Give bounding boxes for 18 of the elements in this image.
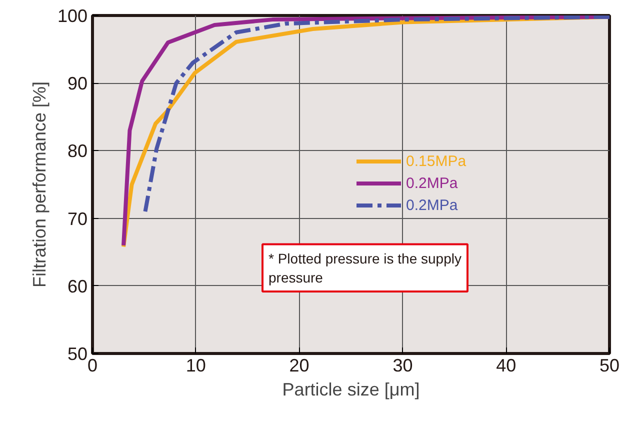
y-tick-label: 70 — [67, 208, 88, 229]
annotation: * Plotted pressure is the supply pressure — [268, 250, 462, 286]
x-tick-label: 40 — [496, 356, 516, 376]
legend-label: 0.15MPa — [406, 152, 466, 170]
x-tick-label: 30 — [392, 356, 413, 376]
x-tick-label: 10 — [186, 356, 206, 376]
y-tick-label: 100 — [57, 6, 88, 26]
x-tick-label: 50 — [599, 356, 620, 376]
x-tick-label: 0 — [87, 356, 98, 376]
y-tick-label: 90 — [67, 74, 88, 94]
y-tick-label: 60 — [67, 276, 88, 296]
x-axis-title: Particle size [μm] — [282, 380, 420, 400]
legend-label: 0.2MPa — [406, 196, 458, 214]
y-tick-label: 80 — [67, 141, 88, 162]
x-tick-label: 20 — [289, 356, 310, 376]
line-series — [143, 16, 610, 214]
legend-label: 0.2MPa — [406, 174, 458, 192]
y-axis-title: Filtration performance [%] — [29, 81, 50, 288]
